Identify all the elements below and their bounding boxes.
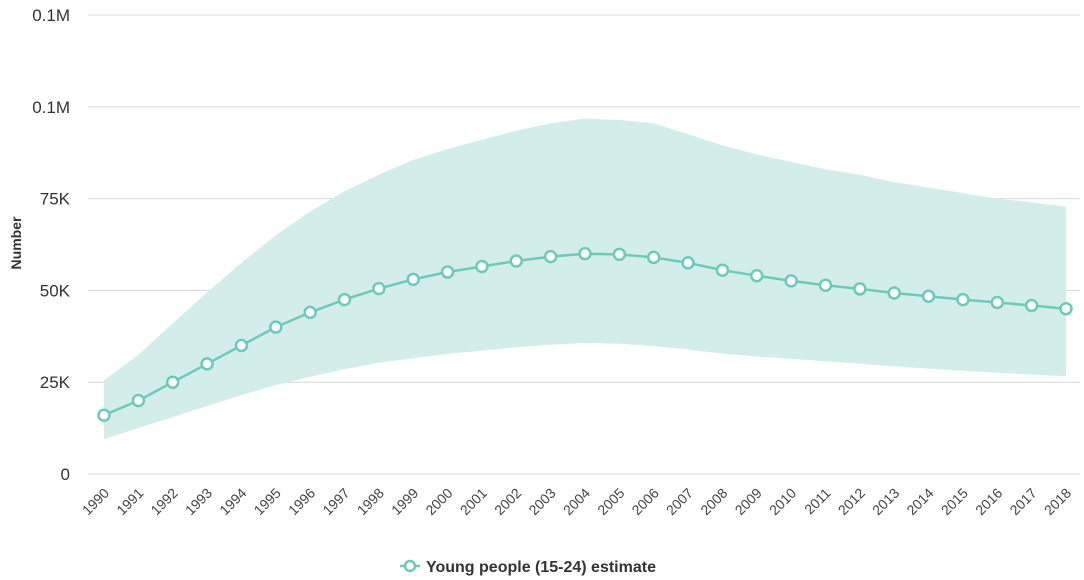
data-point[interactable] — [818, 278, 833, 293]
data-point[interactable] — [131, 393, 146, 408]
x-tick-label: 1991 — [113, 485, 146, 518]
y-axis-ticks: 0 25K 50K 75K 0.1M 0.1M — [32, 6, 70, 484]
legend[interactable]: Young people (15-24) estimate — [400, 559, 656, 576]
legend-point-marker — [403, 559, 417, 573]
x-tick-label: 2012 — [835, 485, 868, 518]
x-tick-label: 2016 — [972, 485, 1005, 518]
y-tick-label: 0.1M — [32, 98, 70, 117]
x-axis-ticks: 1990 1991 1992 1993 1994 1995 1996 1997 1998 1999… — [79, 485, 1074, 518]
data-point[interactable] — [1024, 298, 1039, 313]
data-point[interactable] — [715, 263, 730, 277]
legend-label: Young people (15-24) estimate — [426, 559, 656, 576]
data-point[interactable] — [1059, 302, 1073, 316]
data-point[interactable] — [990, 295, 1005, 310]
y-tick-label: 50K — [40, 281, 71, 300]
data-points — [97, 246, 1073, 422]
data-point[interactable] — [853, 282, 867, 296]
data-point[interactable] — [612, 247, 627, 262]
x-tick-label: 1996 — [285, 485, 318, 518]
data-point[interactable] — [337, 292, 352, 307]
data-point[interactable] — [646, 250, 661, 265]
data-point[interactable] — [750, 268, 764, 283]
x-tick-label: 2002 — [491, 485, 524, 518]
data-point[interactable] — [509, 254, 524, 268]
y-tick-label: 0.1M — [32, 6, 70, 25]
x-tick-label: 1997 — [319, 485, 352, 518]
uncertainty-band — [104, 118, 1066, 440]
x-tick-label: 2005 — [594, 485, 627, 518]
x-tick-label: 1995 — [251, 485, 284, 518]
x-tick-label: 2009 — [732, 485, 765, 518]
data-point[interactable] — [681, 256, 695, 270]
data-point[interactable] — [543, 249, 558, 264]
x-tick-label: 2018 — [1041, 485, 1074, 518]
x-tick-label: 1992 — [147, 485, 180, 518]
x-tick-label: 2008 — [697, 485, 730, 518]
x-tick-label: 1993 — [182, 485, 215, 518]
x-tick-label: 2010 — [766, 485, 799, 518]
x-tick-label: 2001 — [457, 485, 490, 518]
data-point[interactable] — [200, 357, 214, 371]
x-tick-label: 2011 — [801, 485, 834, 518]
data-point[interactable] — [440, 265, 455, 279]
x-tick-label: 2013 — [869, 485, 902, 518]
x-tick-label: 1990 — [79, 485, 112, 518]
x-tick-label: 2006 — [628, 485, 661, 518]
data-point[interactable] — [269, 320, 283, 334]
data-point[interactable] — [303, 305, 317, 320]
data-point[interactable] — [475, 259, 489, 274]
x-tick-label: 1994 — [216, 485, 249, 518]
data-point[interactable] — [372, 281, 386, 296]
data-point[interactable] — [921, 289, 936, 304]
data-point[interactable] — [887, 286, 901, 300]
x-tick-label: 2017 — [1006, 485, 1039, 518]
data-point[interactable] — [956, 292, 970, 307]
x-tick-label: 1999 — [388, 485, 421, 518]
y-axis-title: Number — [8, 216, 24, 269]
x-tick-label: 2000 — [422, 485, 455, 518]
x-tick-label: 1998 — [354, 485, 387, 518]
y-tick-label: 25K — [40, 373, 71, 392]
data-point[interactable] — [97, 408, 111, 422]
x-tick-label: 2014 — [903, 485, 936, 518]
x-tick-label: 2003 — [525, 485, 558, 518]
y-tick-label: 75K — [40, 190, 71, 209]
y-tick-label: 0 — [61, 465, 70, 484]
data-point[interactable] — [406, 272, 420, 287]
data-point[interactable] — [784, 274, 798, 288]
x-tick-label: 2015 — [938, 485, 971, 518]
data-point[interactable] — [578, 246, 592, 261]
x-tick-label: 2004 — [560, 485, 593, 518]
x-tick-label: 2007 — [663, 485, 696, 518]
data-point[interactable] — [234, 338, 249, 353]
data-point[interactable] — [165, 375, 180, 389]
